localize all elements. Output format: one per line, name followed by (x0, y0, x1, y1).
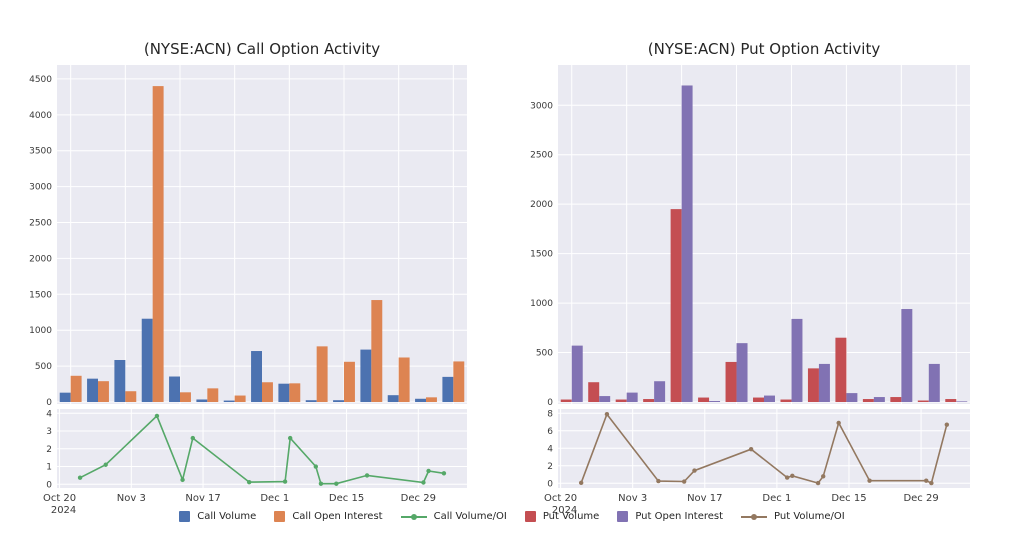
svg-text:4: 4 (46, 409, 52, 419)
svg-text:1500: 1500 (530, 250, 553, 260)
svg-text:1000: 1000 (530, 299, 553, 309)
svg-text:2024: 2024 (552, 505, 577, 516)
svg-text:4500: 4500 (29, 75, 52, 85)
svg-text:2: 2 (547, 462, 553, 472)
svg-text:Oct 20: Oct 20 (43, 493, 76, 504)
svg-text:8: 8 (547, 409, 553, 419)
legend-item-put-open-interest: Put Open Interest (617, 511, 723, 522)
legend-item-put-volume: Put Volume (524, 511, 600, 522)
legend: Call Volume Call Open Interest Call Volu… (0, 511, 1024, 522)
svg-text:Dec 15: Dec 15 (329, 493, 364, 504)
legend-item-put-volume-oi: Put Volume/OI (741, 511, 845, 522)
svg-text:Dec 1: Dec 1 (762, 493, 791, 504)
svg-text:2500: 2500 (530, 151, 553, 161)
svg-text:0: 0 (547, 479, 553, 489)
svg-text:Nov 3: Nov 3 (117, 493, 146, 504)
svg-text:Oct 20: Oct 20 (544, 493, 577, 504)
legend-label: Put Volume/OI (774, 511, 845, 522)
svg-text:1500: 1500 (29, 290, 52, 300)
call-chart-title: (NYSE:ACN) Call Option Activity (143, 40, 381, 58)
put-volume-swatch (524, 511, 536, 522)
svg-text:4000: 4000 (29, 111, 52, 121)
svg-text:1: 1 (46, 463, 52, 473)
legend-label: Put Open Interest (635, 511, 724, 522)
svg-text:Dec 1: Dec 1 (260, 493, 289, 504)
call-volume-swatch (179, 511, 191, 522)
put-open-interest-swatch (617, 511, 629, 522)
call-open-interest-swatch (274, 511, 286, 522)
legend-item-call-volume-oi: Call Volume/OI (400, 511, 507, 522)
put-volume-oi-line-swatch (741, 511, 768, 522)
svg-text:Nov 17: Nov 17 (185, 493, 220, 504)
svg-text:500: 500 (35, 362, 52, 372)
call-volume-oi-line-swatch (400, 511, 427, 522)
svg-text:2024: 2024 (51, 505, 76, 516)
legend-item-call-volume: Call Volume (179, 511, 256, 522)
svg-text:0: 0 (46, 398, 52, 408)
legend-label: Call Open Interest (292, 511, 383, 522)
legend-label: Call Volume/OI (433, 511, 507, 522)
put-chart-title: (NYSE:ACN) Put Option Activity (647, 40, 881, 58)
svg-text:2000: 2000 (29, 254, 52, 264)
svg-text:2000: 2000 (530, 200, 553, 210)
svg-text:Dec 29: Dec 29 (903, 493, 938, 504)
svg-text:6: 6 (547, 427, 553, 437)
legend-label: Call Volume (197, 511, 257, 522)
svg-text:Nov 17: Nov 17 (687, 493, 722, 504)
svg-text:Nov 3: Nov 3 (618, 493, 647, 504)
legend-item-call-open-interest: Call Open Interest (274, 511, 383, 522)
svg-text:3: 3 (46, 427, 52, 437)
svg-text:3500: 3500 (29, 147, 52, 157)
svg-text:0: 0 (547, 398, 553, 408)
svg-text:2500: 2500 (29, 219, 52, 229)
svg-text:4: 4 (547, 444, 553, 454)
svg-text:1000: 1000 (29, 326, 52, 336)
legend-label: Put Volume (542, 511, 600, 522)
svg-text:500: 500 (536, 349, 553, 359)
svg-text:Dec 15: Dec 15 (831, 493, 866, 504)
svg-text:3000: 3000 (29, 183, 52, 193)
svg-text:3000: 3000 (530, 101, 553, 111)
svg-text:Dec 29: Dec 29 (401, 493, 436, 504)
svg-text:2: 2 (46, 445, 52, 455)
svg-text:0: 0 (46, 480, 52, 490)
